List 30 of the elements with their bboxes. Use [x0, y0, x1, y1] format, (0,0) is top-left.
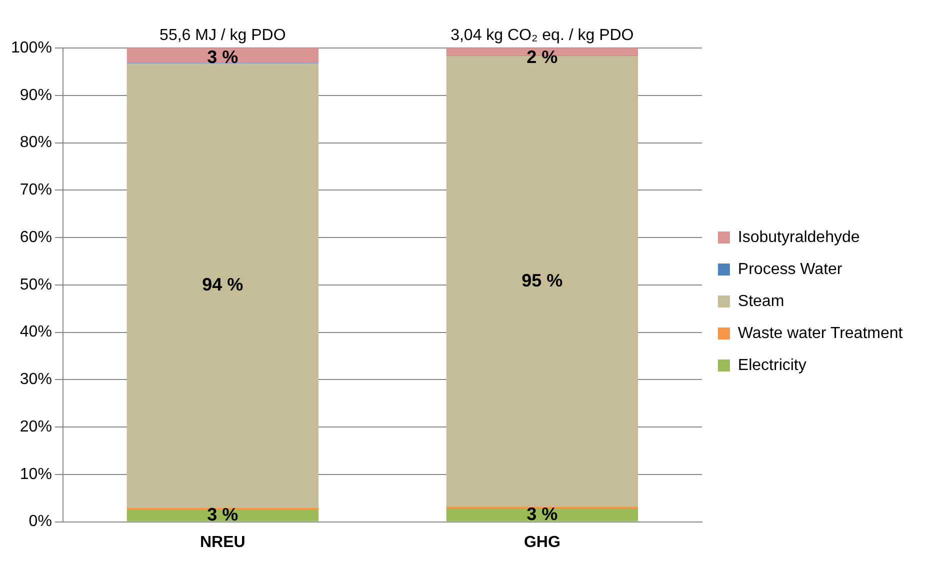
y-tick-label: 100%: [11, 39, 52, 56]
bar: [126, 48, 319, 64]
y-tick-label: 40%: [20, 324, 52, 341]
annotation: 55,6 MJ / kg PDO: [160, 27, 286, 44]
annotation: 3,04 kg CO₂ eq. / kg PDO: [450, 27, 634, 44]
y-tick-label: 10%: [20, 466, 52, 483]
data-label: 3 %: [207, 46, 238, 67]
y-tick-label: 0%: [28, 513, 52, 530]
y-tick-label: 20%: [20, 418, 52, 436]
y-tick-label: 60%: [20, 228, 52, 246]
bar: [446, 508, 638, 522]
data-label: 2 %: [526, 46, 558, 67]
legend-label: Isobutyraldehyde: [738, 228, 860, 246]
y-tick-label: 30%: [20, 371, 52, 388]
x-tick-label: NREU: [200, 534, 246, 551]
y-tick-label: 90%: [20, 86, 52, 104]
y-tick-label: 50%: [20, 276, 52, 294]
data-label: 3 %: [526, 504, 558, 524]
bar: [126, 64, 319, 508]
legend-label: Process Water: [738, 260, 843, 278]
y-tick-label: 70%: [20, 182, 52, 199]
legend-label: Electricity: [738, 356, 806, 374]
data-label: 95 %: [522, 270, 563, 290]
bar: [126, 510, 319, 522]
y-tick-label: 80%: [20, 134, 52, 152]
legend-label: Steam: [738, 292, 784, 310]
data-label: 94 %: [202, 274, 244, 295]
legend-label: Waste water Treatment: [738, 324, 904, 342]
x-tick-label: GHG: [524, 534, 560, 551]
data-label: 3 %: [207, 504, 238, 525]
